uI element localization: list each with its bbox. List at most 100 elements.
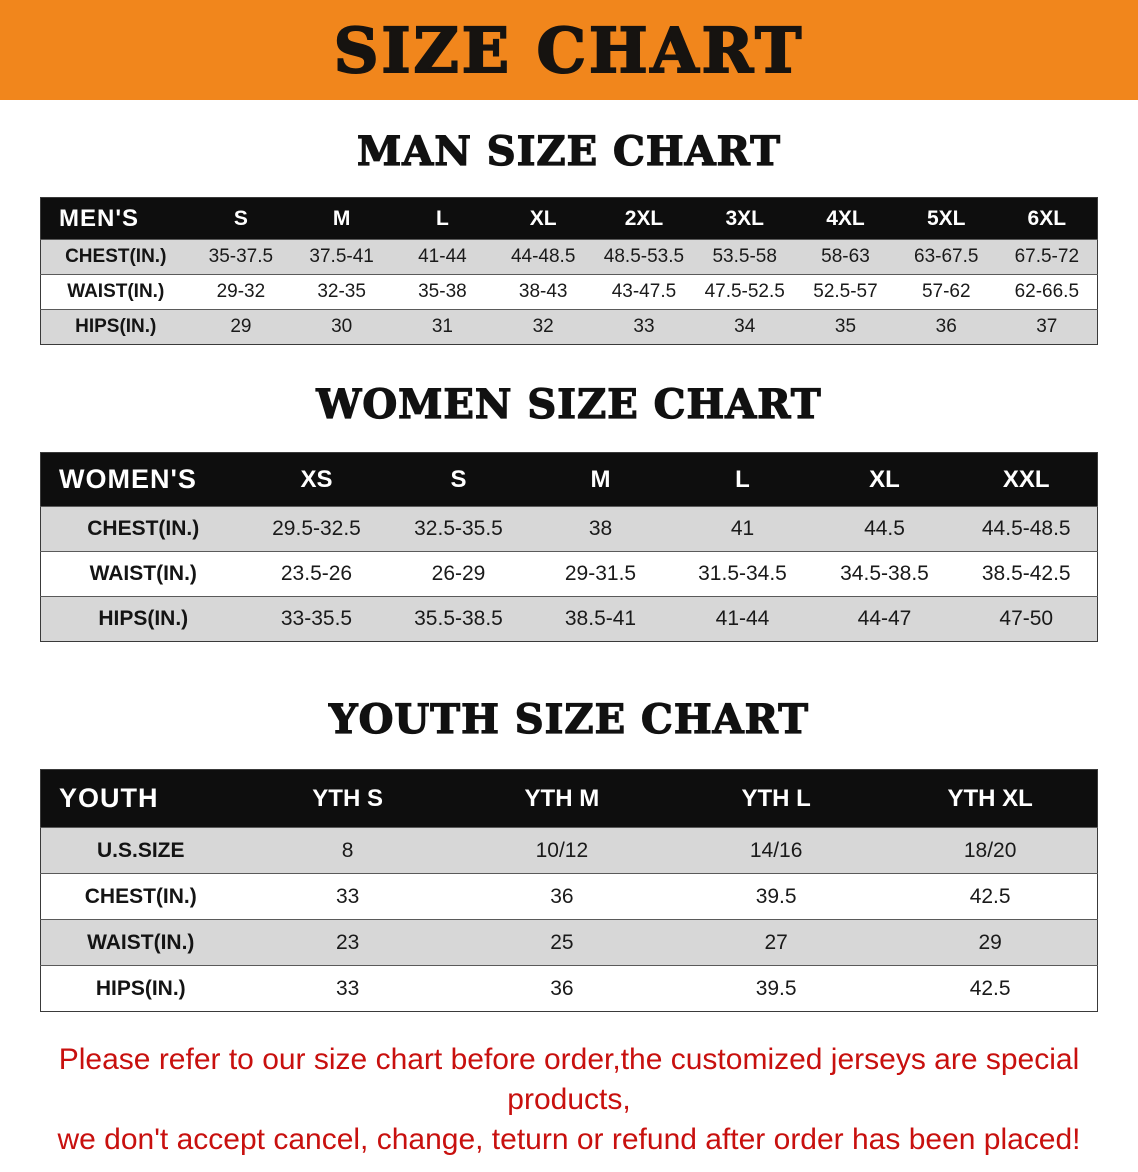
men-size-section: MAN SIZE CHART MEN'S S M L XL 2XL 3XL 4XL 5XL 6XL… — [0, 127, 1138, 345]
size-value-cell: 26-29 — [431, 562, 486, 585]
size-value-cell: 41-44 — [418, 246, 467, 267]
size-value-cell: 44.5 — [864, 517, 905, 540]
size-value-cell: 33 — [633, 316, 655, 337]
size-value-cell: 43-47.5 — [611, 281, 677, 302]
size-value-cell: 23 — [335, 930, 360, 954]
size-column-header: 2XL — [593, 197, 695, 240]
row-label-cell: WAIST(IN.) — [67, 281, 165, 302]
size-value-cell: 63-67.5 — [914, 246, 979, 267]
header-row: YOUTH YTH S YTH M YTH L YTH XL — [40, 769, 1098, 828]
size-value-cell: 44-47 — [857, 607, 912, 630]
women-size-chart-heading: WOMEN SIZE CHART — [316, 380, 822, 428]
size-value-cell: 10/12 — [535, 838, 589, 862]
size-column-header: XXL — [955, 452, 1098, 507]
table-row: WAIST(IN.) 23.5-26 26-29 29-31.5 31.5-34.5 34… — [40, 551, 1098, 597]
row-label-cell: U.S.SIZE — [96, 838, 185, 862]
size-value-cell: 23.5-26 — [280, 562, 353, 585]
size-value-cell: 52.5-57 — [813, 281, 878, 302]
size-value-cell: 36 — [550, 884, 574, 908]
banner: SIZE CHART — [0, 0, 1138, 100]
notice-line-2: we don't accept cancel, change, teturn o… — [57, 1123, 1081, 1156]
table-row: WAIST(IN.) 23 25 27 29 — [40, 919, 1098, 966]
size-column-header: 4XL — [795, 197, 896, 240]
row-label-cell: CHEST(IN.) — [84, 884, 197, 908]
size-value-cell: 37.5-41 — [309, 246, 374, 267]
size-value-cell: 44-48.5 — [510, 246, 576, 267]
size-value-cell: 8 — [341, 838, 354, 862]
size-value-cell: 14/16 — [749, 838, 803, 862]
size-column-header: L — [671, 452, 814, 507]
page-title: SIZE CHART — [333, 13, 805, 88]
size-column-header: XS — [245, 452, 388, 507]
row-label-cell: HIPS(IN.) — [75, 316, 157, 337]
size-value-cell: 32 — [532, 316, 554, 337]
size-value-cell: 58-63 — [821, 246, 870, 267]
size-value-cell: 31 — [431, 316, 453, 337]
size-value-cell: 18/20 — [963, 838, 1017, 862]
size-column-header: 5XL — [895, 197, 997, 240]
row-label-cell: WAIST(IN.) — [87, 930, 195, 954]
size-value-cell: 48.5-53.5 — [603, 246, 685, 267]
size-value-cell: 36 — [935, 316, 957, 337]
header-row: WOMEN'S XS S M L XL XXL — [40, 452, 1098, 507]
men-size-table: MEN'S S M L XL 2XL 3XL 4XL 5XL 6XL CHEST(IN.) 35-37… — [40, 197, 1098, 345]
size-value-cell: 25 — [550, 930, 574, 954]
size-value-cell: 35-37.5 — [208, 246, 274, 267]
size-value-cell: 35 — [834, 316, 857, 337]
size-value-cell: 29.5-32.5 — [272, 517, 361, 540]
size-value-cell: 33-35.5 — [280, 607, 353, 630]
size-value-cell: 35.5-38.5 — [414, 607, 503, 630]
size-column-header: YTH S — [240, 769, 455, 828]
table-title-cell: MEN'S — [40, 197, 191, 240]
table-row: WAIST(IN.) 29-32 32-35 35-38 38-43 43-47.5 47.… — [40, 274, 1098, 310]
size-value-cell: 42.5 — [969, 884, 1011, 908]
size-value-cell: 33 — [335, 884, 360, 908]
table-row: CHEST(IN.) 35-37.5 37.5-41 41-44 44-48.5 48.5… — [40, 239, 1098, 275]
size-value-cell: 41 — [730, 517, 755, 540]
size-value-cell: 32.5-35.5 — [414, 517, 503, 540]
size-value-cell: 57-62 — [921, 281, 971, 302]
size-value-cell: 36 — [550, 976, 574, 1000]
size-value-cell: 38-43 — [518, 281, 568, 302]
size-value-cell: 42.5 — [969, 976, 1011, 1000]
table-row: HIPS(IN.) 33-35.5 35.5-38.5 38.5-41 41-44 44-… — [40, 596, 1098, 642]
row-label-cell: WAIST(IN.) — [89, 562, 197, 585]
size-value-cell: 67.5-72 — [1014, 246, 1080, 267]
size-column-header: 3XL — [694, 197, 796, 240]
size-column-header: YTH L — [669, 769, 884, 828]
size-value-cell: 29-32 — [216, 281, 266, 302]
size-column-header: S — [190, 197, 292, 240]
size-value-cell: 29 — [230, 316, 252, 337]
size-column-header: 6XL — [996, 197, 1098, 240]
table-row: HIPS(IN.) 33 36 39.5 42.5 — [40, 965, 1098, 1012]
size-value-cell: 37 — [1036, 316, 1058, 337]
size-value-cell: 33 — [335, 976, 360, 1000]
size-column-header: YTH M — [454, 769, 669, 828]
size-value-cell: 44.5-48.5 — [981, 517, 1071, 540]
table-title-cell: WOMEN'S — [40, 452, 246, 507]
size-column-header: M — [529, 452, 672, 507]
row-label-cell: HIPS(IN.) — [98, 607, 189, 630]
size-value-cell: 39.5 — [755, 884, 797, 908]
size-value-cell: 30 — [331, 316, 353, 337]
size-value-cell: 31.5-34.5 — [698, 562, 787, 585]
size-value-cell: 62-66.5 — [1014, 281, 1080, 302]
header-row: MEN'S S M L XL 2XL 3XL 4XL 5XL 6XL — [40, 197, 1098, 240]
size-value-cell: 38 — [588, 517, 613, 540]
size-value-cell: 32-35 — [317, 281, 366, 302]
youth-size-section: YOUTH SIZE CHART YOUTH YTH S YTH M YTH L YTH… — [0, 695, 1138, 1012]
men-size-chart-heading: MAN SIZE CHART — [356, 127, 781, 175]
size-column-header: XL — [813, 452, 956, 507]
row-label-cell: HIPS(IN.) — [95, 976, 186, 1000]
size-value-cell: 29-31.5 — [564, 562, 637, 585]
size-value-cell: 38.5-42.5 — [981, 562, 1071, 585]
notice-line-1: Please refer to our size chart before or… — [58, 1043, 1080, 1116]
size-value-cell: 41-44 — [715, 607, 770, 630]
size-column-header: XL — [492, 197, 594, 240]
size-column-header: M — [291, 197, 393, 240]
footer-notice: Please refer to our size chart before or… — [18, 1040, 1120, 1160]
women-size-section: WOMEN SIZE CHART WOMEN'S XS S M L XL XXL CHEST(… — [0, 380, 1138, 642]
size-column-header: L — [392, 197, 493, 240]
size-value-cell: 27 — [764, 930, 788, 954]
size-value-cell: 35-38 — [418, 281, 467, 302]
